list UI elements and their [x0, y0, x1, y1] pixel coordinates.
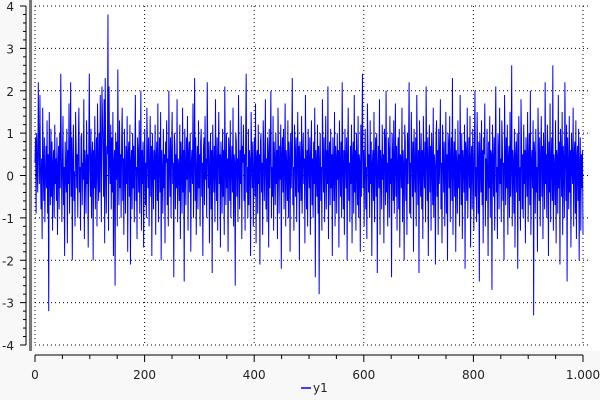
x-tick-label: 400 [243, 368, 266, 382]
x-tick-label: 0 [31, 368, 39, 382]
x-tick-label: 200 [133, 368, 156, 382]
legend: y1 [301, 381, 328, 395]
y-tick-label: 4 [6, 0, 14, 14]
y-tick-label: 0 [6, 170, 14, 184]
y-tick-label: 3 [6, 42, 14, 56]
y-tick-label: 1 [6, 127, 14, 141]
x-tick-label: 800 [462, 368, 485, 382]
y-tick-label: 2 [6, 85, 14, 99]
y-tick-label: -2 [2, 254, 14, 268]
x-tick-label: 600 [352, 368, 375, 382]
legend-label-y1: y1 [313, 381, 328, 395]
y-axis: 4 3 2 1 0 -1 -2 -3 -4 [2, 0, 27, 353]
series-y1-line [34, 14, 584, 316]
x-tick-label: 1.000 [566, 368, 600, 382]
y-axis-frame [29, 0, 32, 351]
y-tick-label: -3 [2, 297, 14, 311]
x-axis: 0 200 400 600 800 1.000 [31, 354, 600, 382]
y-tick-label: -4 [2, 339, 14, 353]
y-tick-label: -1 [2, 212, 14, 226]
